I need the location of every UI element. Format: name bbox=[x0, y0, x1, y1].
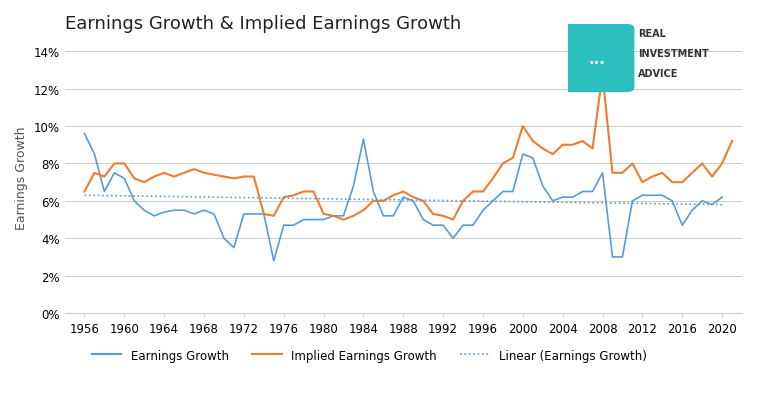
Text: REAL: REAL bbox=[637, 29, 665, 39]
FancyBboxPatch shape bbox=[559, 25, 634, 93]
Text: Earnings Growth & Implied Earnings Growth: Earnings Growth & Implied Earnings Growt… bbox=[64, 15, 461, 33]
Y-axis label: Earnings Growth: Earnings Growth bbox=[15, 126, 28, 230]
Text: INVESTMENT: INVESTMENT bbox=[637, 49, 709, 59]
Text: ADVICE: ADVICE bbox=[637, 69, 678, 79]
Text: ...: ... bbox=[588, 52, 606, 67]
Legend: Earnings Growth, Implied Earnings Growth, Linear (Earnings Growth): Earnings Growth, Implied Earnings Growth… bbox=[87, 344, 652, 367]
